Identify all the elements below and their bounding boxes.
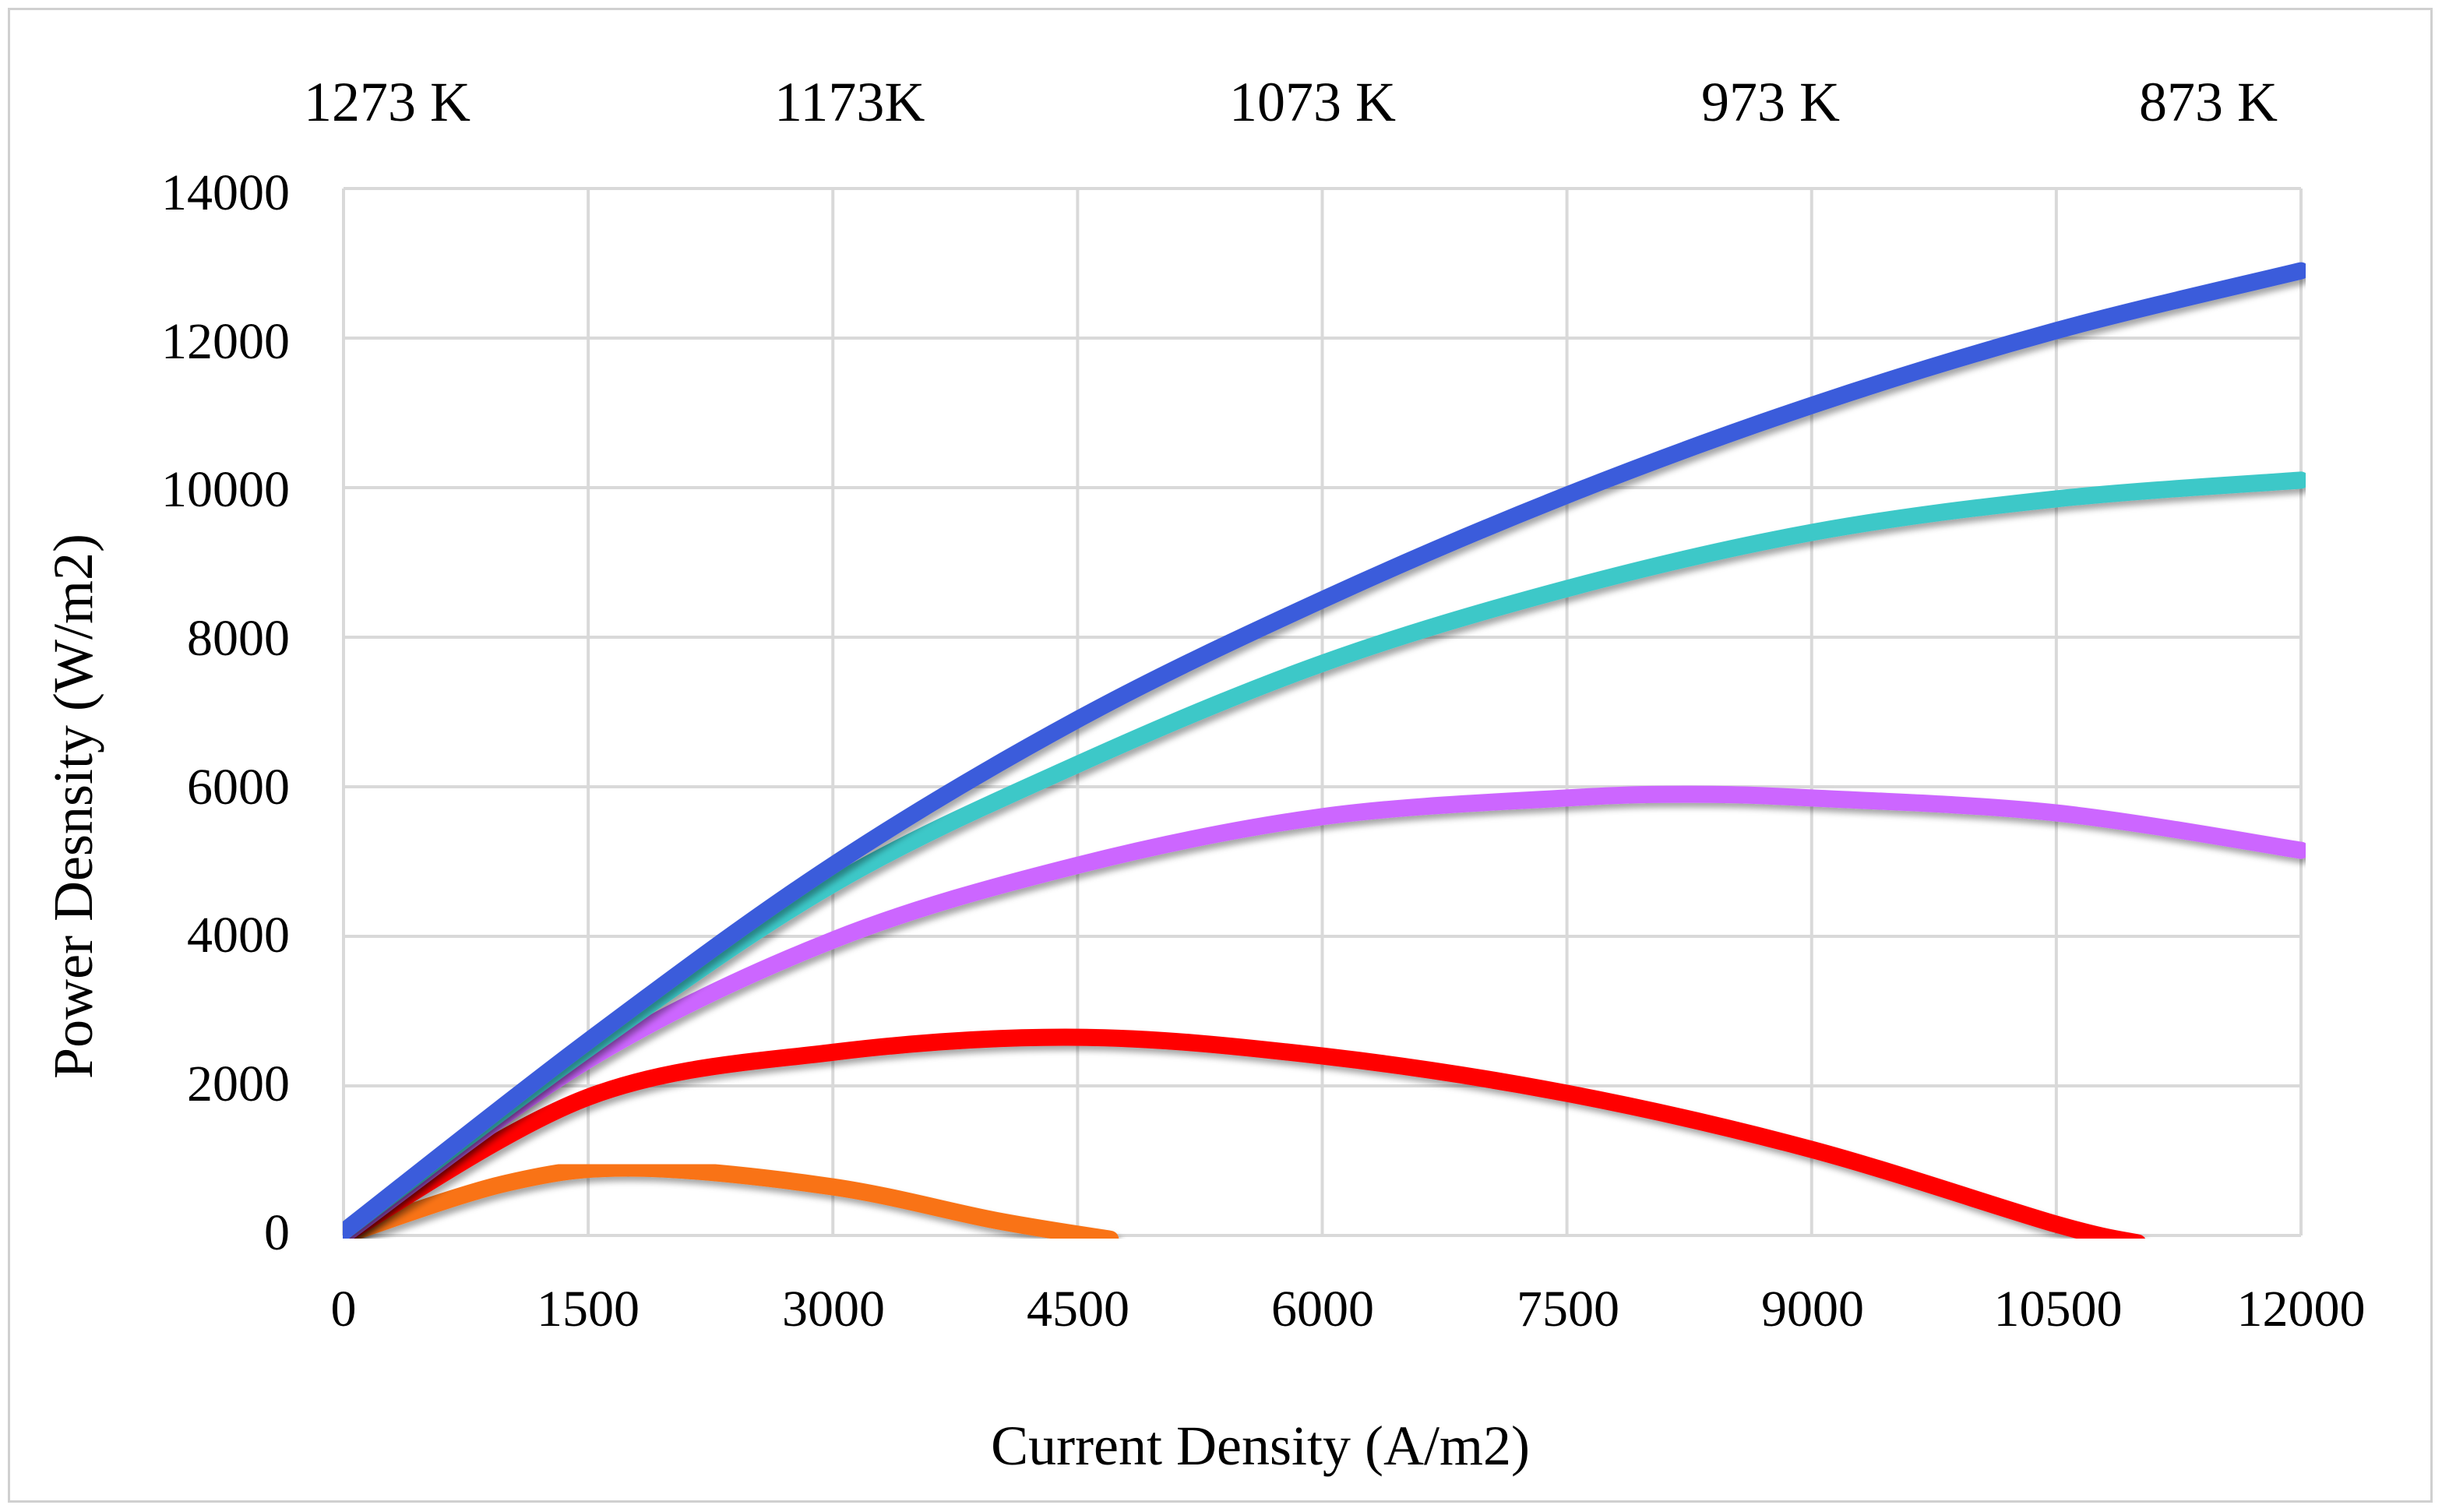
legend-label-873k: 873 K: [2139, 71, 2278, 133]
chart-frame: [8, 8, 2433, 1503]
y-tick-label: 12000: [161, 313, 290, 370]
series-line-1273k: [343, 262, 2306, 1239]
x-tick-label: 0: [331, 1281, 357, 1338]
y-tick-label: 14000: [161, 164, 290, 221]
x-tick-label: 4500: [1027, 1281, 1129, 1338]
legend: 1273 K 1173K 1073 K 973 K 873 K: [153, 71, 2278, 133]
y-tick-label: 10000: [161, 461, 290, 518]
x-tick-label: 1500: [537, 1281, 640, 1338]
x-tick-label: 12000: [2237, 1281, 2366, 1338]
series-line-973k: [343, 1028, 2146, 1239]
x-axis-ticks: 0 1500 3000 4500 6000 7500 9000 10500 12…: [331, 1281, 2366, 1338]
series-line-873k: [343, 1159, 1119, 1239]
y-axis-ticks: 0 2000 4000 6000 8000 10000 12000 14000: [161, 164, 290, 1261]
x-tick-label: 3000: [782, 1281, 885, 1338]
legend-label-1073k: 1073 K: [1229, 71, 1396, 133]
y-tick-label: 8000: [187, 610, 290, 667]
y-tick-label: 6000: [187, 759, 290, 816]
x-tick-label: 10500: [1994, 1281, 2123, 1338]
legend-label-973k: 973 K: [1701, 71, 1840, 133]
x-tick-label: 9000: [1761, 1281, 1864, 1338]
legend-label-1273k: 1273 K: [304, 71, 470, 133]
y-tick-label: 2000: [187, 1056, 290, 1112]
series-line-1073k: [343, 785, 2306, 1239]
x-axis-title: Current Density (A/m2): [991, 1415, 1530, 1477]
series-layer: [343, 262, 2306, 1239]
y-tick-label: 0: [264, 1204, 290, 1261]
y-tick-label: 4000: [187, 907, 290, 964]
y-axis-title: Power Desnsity (W/m2): [42, 534, 104, 1079]
legend-label-1173k: 1173K: [774, 71, 925, 133]
x-tick-label: 6000: [1271, 1281, 1374, 1338]
x-tick-label: 7500: [1517, 1281, 1619, 1338]
grid: [342, 187, 2303, 1237]
